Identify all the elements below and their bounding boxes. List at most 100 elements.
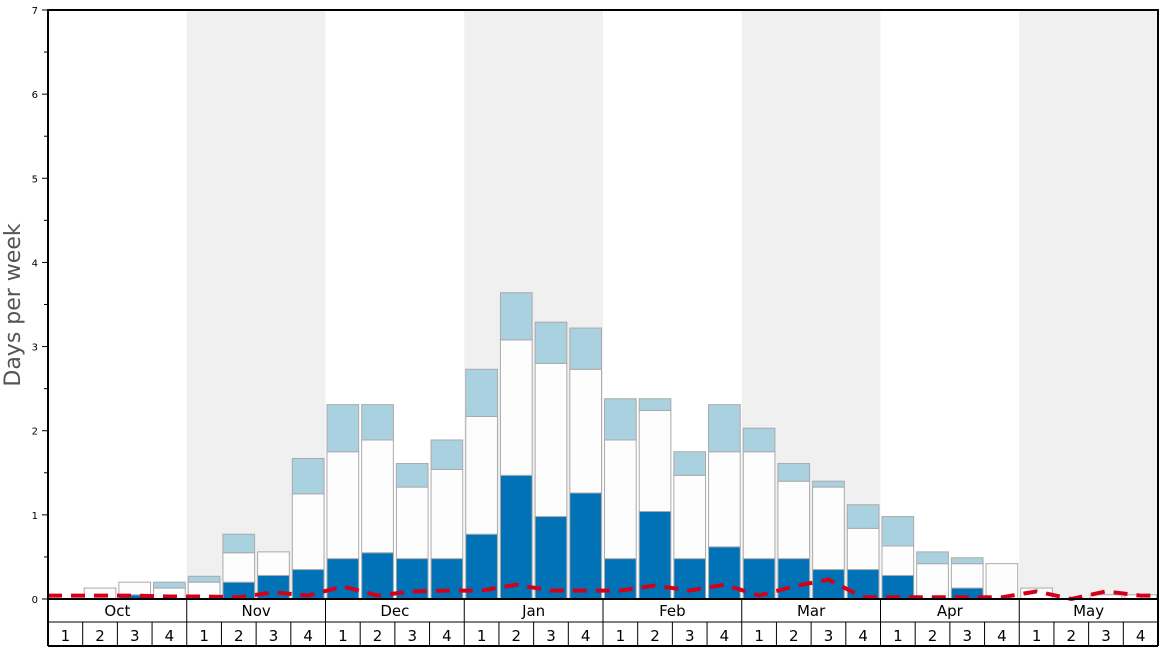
month-label: Mar — [797, 602, 826, 620]
week-label: 3 — [546, 627, 556, 645]
week-label: 3 — [269, 627, 279, 645]
week-label: 4 — [858, 627, 868, 645]
week-label: 4 — [165, 627, 175, 645]
week-label: 1 — [477, 627, 487, 645]
y-tick-label: 2 — [32, 427, 38, 438]
week-label: 2 — [1067, 627, 1077, 645]
month-label: May — [1073, 602, 1104, 620]
bar-medium — [985, 563, 1019, 600]
week-label: 3 — [685, 627, 695, 645]
dashed-series-line — [48, 577, 1158, 602]
bar-medium — [812, 486, 845, 571]
week-label: 4 — [720, 627, 730, 645]
bar-light — [881, 516, 915, 547]
bar-medium — [569, 368, 602, 494]
bar-medium — [777, 480, 811, 560]
bar-light — [673, 451, 707, 476]
bar-light — [430, 439, 464, 470]
week-label: 1 — [616, 627, 626, 645]
bar-medium — [430, 468, 464, 560]
week-label: 2 — [512, 627, 522, 645]
month-label: Jan — [521, 602, 545, 620]
bar-heavy — [708, 546, 741, 600]
month-label: Feb — [659, 602, 686, 620]
week-label: 3 — [824, 627, 834, 645]
week-label: 1 — [1032, 627, 1042, 645]
bar-light — [708, 404, 741, 453]
bar-heavy — [846, 569, 880, 600]
bar-medium — [326, 451, 360, 560]
week-label: 2 — [95, 627, 105, 645]
bar-light — [361, 404, 394, 441]
week-label: 3 — [130, 627, 140, 645]
bar-light — [638, 398, 672, 412]
plot-frame — [47, 9, 1159, 600]
week-label: 4 — [581, 627, 591, 645]
month-label: Oct — [104, 602, 130, 620]
bar-medium — [604, 439, 637, 560]
bar-heavy — [812, 569, 845, 600]
week-label: 1 — [893, 627, 903, 645]
bar-medium — [465, 415, 498, 535]
bar-heavy — [777, 558, 811, 600]
bar-medium — [846, 527, 880, 571]
week-label: 3 — [1101, 627, 1111, 645]
bar-light — [742, 427, 776, 453]
bar-medium — [881, 545, 915, 576]
bar-light — [604, 398, 637, 441]
y-tick-label: 5 — [32, 174, 38, 185]
dashed-line — [48, 577, 1158, 602]
week-label: 4 — [997, 627, 1007, 645]
month-band — [1019, 10, 1158, 599]
week-label: 2 — [234, 627, 244, 645]
week-label: 3 — [962, 627, 972, 645]
y-axis: 0 1 2 3 4 5 6 7 — [32, 6, 48, 606]
week-label: 4 — [303, 627, 313, 645]
week-label: 3 — [407, 627, 417, 645]
bar-light — [465, 368, 498, 417]
month-label: Apr — [937, 602, 964, 620]
x-axis: Oct Nov Dec Jan Feb Mar Apr May 1 2 3 4 1 2 3 4 1 2 3 4 1 2 3 4… — [47, 599, 1159, 647]
bar-medium — [499, 339, 533, 476]
bar-medium — [361, 439, 394, 554]
bar-medium — [638, 410, 672, 512]
bar-heavy — [742, 558, 776, 600]
y-tick-label: 1 — [32, 511, 38, 522]
bar-heavy — [673, 558, 707, 600]
bar-light — [187, 575, 221, 583]
y-tick-label: 6 — [32, 90, 38, 101]
bar-medium — [291, 493, 325, 571]
bar-medium — [257, 551, 290, 576]
bar-heavy — [569, 492, 602, 600]
bar-medium — [916, 563, 949, 600]
week-label: 4 — [442, 627, 452, 645]
week-label: 1 — [338, 627, 348, 645]
bar-light — [846, 504, 880, 529]
bar-light — [812, 480, 845, 488]
bar-light — [326, 404, 360, 453]
bar-light — [950, 557, 984, 565]
bar-medium — [673, 474, 707, 560]
bar-heavy — [604, 558, 637, 600]
week-label: 1 — [754, 627, 764, 645]
bar-heavy — [499, 474, 533, 600]
bar-light — [291, 457, 325, 495]
week-label: 2 — [650, 627, 660, 645]
week-label: 2 — [928, 627, 938, 645]
bar-heavy — [326, 558, 360, 600]
bar-medium — [534, 362, 568, 518]
y-tick-label: 3 — [32, 343, 38, 354]
bar-heavy — [430, 558, 464, 600]
bar-light — [916, 551, 949, 565]
y-axis-label: Days per week — [1, 223, 26, 386]
bar-heavy — [534, 516, 568, 600]
week-label: 1 — [199, 627, 209, 645]
bar-light — [153, 581, 186, 589]
bar-light — [777, 463, 811, 482]
bar-heavy — [361, 552, 394, 600]
bar-medium — [950, 563, 984, 589]
y-tick-label: 4 — [32, 258, 38, 269]
bar-medium — [708, 451, 741, 548]
bar-medium — [118, 581, 152, 596]
